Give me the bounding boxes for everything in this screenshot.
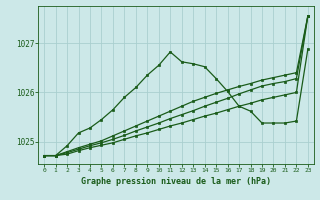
X-axis label: Graphe pression niveau de la mer (hPa): Graphe pression niveau de la mer (hPa) (81, 177, 271, 186)
